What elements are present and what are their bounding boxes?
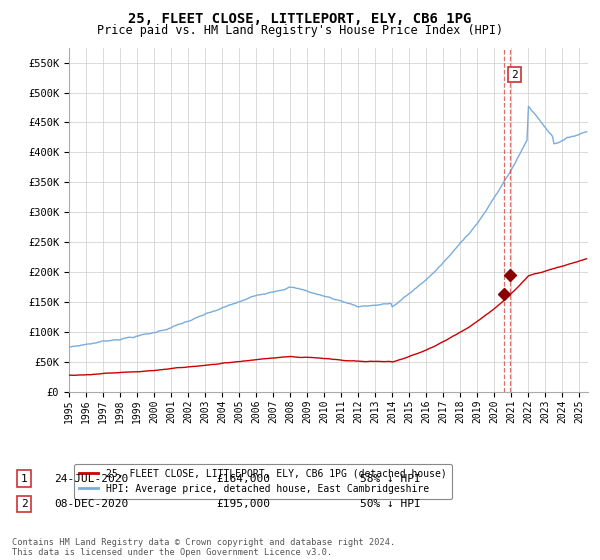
Text: 24-JUL-2020: 24-JUL-2020 [54,474,128,484]
Legend: 25, FLEET CLOSE, LITTLEPORT, ELY, CB6 1PG (detached house), HPI: Average price, : 25, FLEET CLOSE, LITTLEPORT, ELY, CB6 1P… [74,464,452,498]
Text: 25, FLEET CLOSE, LITTLEPORT, ELY, CB6 1PG: 25, FLEET CLOSE, LITTLEPORT, ELY, CB6 1P… [128,12,472,26]
Text: Contains HM Land Registry data © Crown copyright and database right 2024.
This d: Contains HM Land Registry data © Crown c… [12,538,395,557]
Text: £195,000: £195,000 [216,499,270,509]
Text: 58% ↓ HPI: 58% ↓ HPI [360,474,421,484]
Text: 2: 2 [20,499,28,509]
Text: 1: 1 [20,474,28,484]
Text: 08-DEC-2020: 08-DEC-2020 [54,499,128,509]
Text: 2: 2 [511,69,518,80]
Text: £164,000: £164,000 [216,474,270,484]
Text: 50% ↓ HPI: 50% ↓ HPI [360,499,421,509]
Text: Price paid vs. HM Land Registry's House Price Index (HPI): Price paid vs. HM Land Registry's House … [97,24,503,36]
